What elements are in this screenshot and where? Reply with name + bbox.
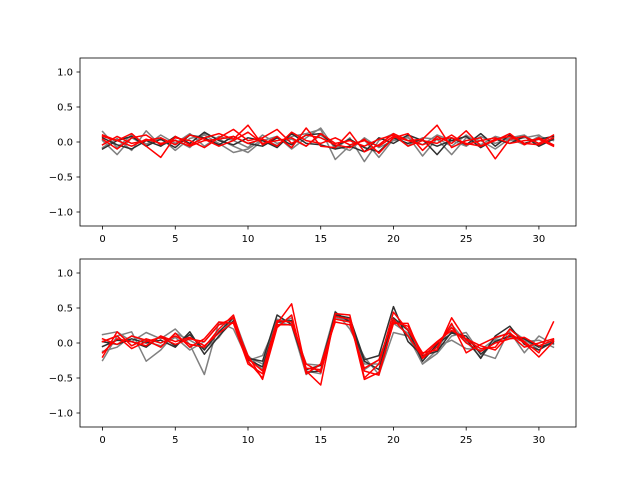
bottom-series-group xyxy=(101,303,555,386)
top-y-tick-label: 0.5 xyxy=(57,103,73,114)
top-y-tick-label: 1.0 xyxy=(57,68,73,79)
bottom-y-tick-label: −1.0 xyxy=(49,409,73,420)
bottom-x-tick-label: 0 xyxy=(99,435,105,446)
top-chart: 0 5 10 15 20 25 30 −1.0 −0.5 0.0 0.5 1.0 xyxy=(49,57,577,245)
top-series-group xyxy=(101,124,555,163)
top-x-tick-label: 0 xyxy=(99,234,105,245)
bottom-chart: 0 5 10 15 20 25 30 −1.0 −0.5 0.0 0.5 1.0 xyxy=(49,258,577,446)
top-x-tick-label: 15 xyxy=(314,234,327,245)
bottom-x-tick-label: 30 xyxy=(533,435,546,446)
bottom-y-tick-label: 1.0 xyxy=(57,269,73,280)
bottom-x-tick-label: 5 xyxy=(172,435,178,446)
top-x-tick-label: 20 xyxy=(387,234,400,245)
top-y-tick-label: −0.5 xyxy=(49,173,73,184)
top-x-tick-label: 25 xyxy=(460,234,473,245)
top-series-line-9 xyxy=(101,131,555,147)
bottom-y-tick-label: −0.5 xyxy=(49,374,73,385)
top-series-line-8 xyxy=(101,131,555,148)
top-x-tick-label: 10 xyxy=(242,234,255,245)
bottom-y-tick-label: 0.0 xyxy=(57,339,73,350)
top-x-tick-label: 30 xyxy=(533,234,546,245)
bottom-x-tick-label: 25 xyxy=(460,435,473,446)
bottom-x-tick-label: 15 xyxy=(314,435,327,446)
bottom-y-tick-label: 0.5 xyxy=(57,304,73,315)
top-y-tick-label: 0.0 xyxy=(57,138,73,149)
bottom-x-tick-label: 10 xyxy=(242,435,255,446)
top-y-tick-label: −1.0 xyxy=(49,208,73,219)
bottom-x-tick-label: 20 xyxy=(387,435,400,446)
bottom-series-line-9 xyxy=(101,318,555,376)
top-x-tick-label: 5 xyxy=(172,234,178,245)
bottom-series-line-6 xyxy=(101,303,555,386)
